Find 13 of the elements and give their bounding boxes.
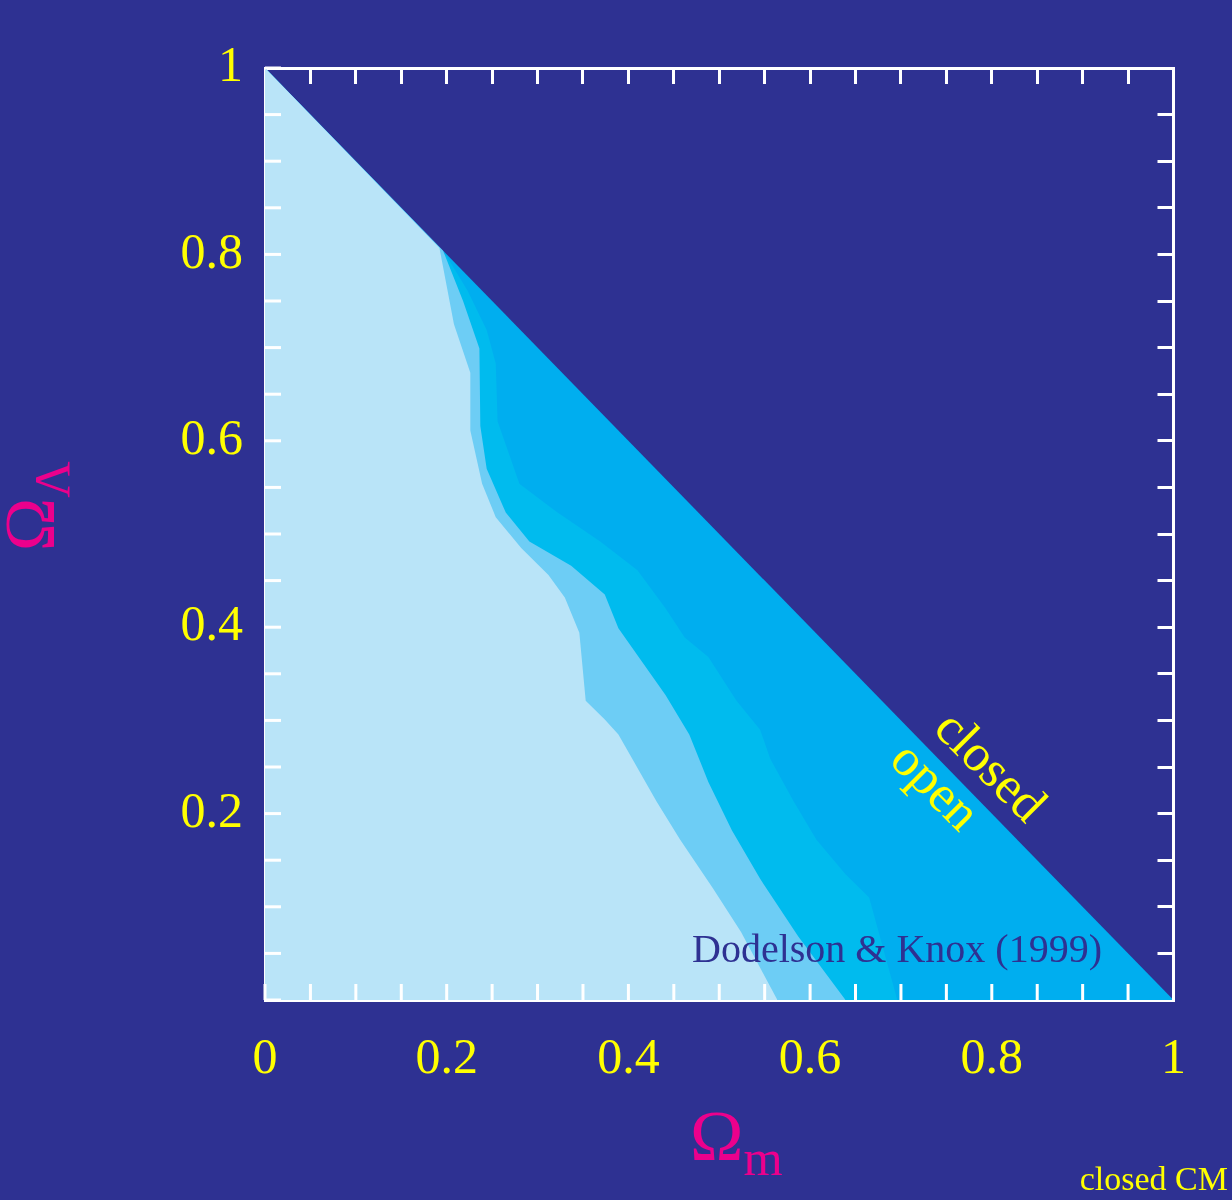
x-tick-label: 0.6 <box>778 1028 842 1085</box>
y-tick-label: 0.8 <box>180 222 243 279</box>
y-tick-label: 0.2 <box>180 781 243 838</box>
text: closed CM <box>1079 1160 1228 1198</box>
x-tick-label: 1 <box>1161 1028 1186 1085</box>
y-tick-label: 0.4 <box>180 595 243 652</box>
x-axis-title: Ω$_{m}$ <box>690 1095 783 1188</box>
x-tick-label: 0.8 <box>960 1028 1024 1085</box>
y-tick-label: 1 <box>218 36 243 93</box>
y-tick-label: 0.6 <box>180 408 243 465</box>
x-tick-label: 0.2 <box>415 1028 478 1085</box>
x-tick-label: 0.4 <box>597 1028 660 1085</box>
x-tick-label: 0 <box>252 1028 278 1085</box>
